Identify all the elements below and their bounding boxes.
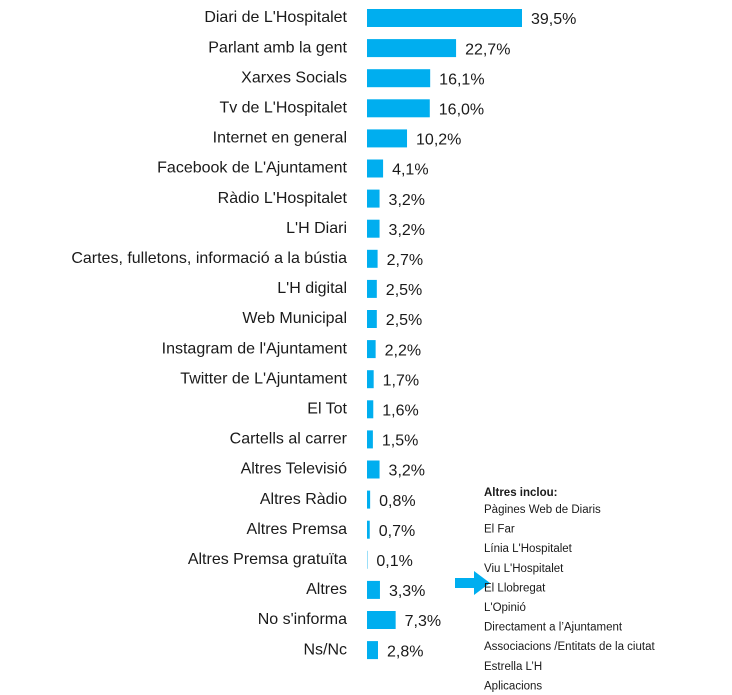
bar [367, 490, 371, 509]
value-label: 22,7% [465, 41, 510, 58]
value-label: 0,7% [379, 523, 415, 540]
bar [367, 39, 457, 58]
bar [367, 370, 374, 389]
bar [367, 580, 380, 599]
value-label: 7,3% [405, 613, 441, 630]
bar [367, 159, 384, 178]
value-label: 3,2% [389, 222, 425, 239]
bar [367, 400, 374, 419]
value-label: 3,2% [389, 192, 425, 209]
category-label: Cartes, fulletons, informació a la bústi… [71, 250, 347, 267]
value-label: 1,6% [382, 403, 418, 420]
value-label: 16,1% [439, 71, 484, 88]
note-item: Línia L'Hospitalet [484, 543, 573, 555]
bar [367, 9, 522, 27]
value-label: 16,0% [439, 102, 484, 119]
note-item: Viu L'Hospitalet [484, 563, 564, 575]
bar [367, 430, 373, 449]
value-label: 3,2% [389, 463, 425, 480]
category-label: El Tot [307, 401, 347, 418]
note-item: Pàgines Web de Diaris [484, 504, 601, 516]
value-label: 1,5% [382, 433, 418, 450]
category-label: Instagram de l'Ajuntament [162, 340, 348, 357]
value-label: 2,8% [387, 643, 423, 660]
bar [367, 249, 378, 268]
category-label: Altres Premsa gratuïta [188, 551, 347, 568]
value-label: 1,7% [383, 372, 419, 389]
value-label: 2,5% [386, 312, 422, 329]
bar [367, 279, 377, 298]
category-label: Tv de L'Hospitalet [219, 100, 347, 117]
bar [367, 641, 378, 660]
arrow [455, 571, 490, 595]
note-item: El Far [484, 524, 515, 536]
bar [367, 189, 380, 208]
category-label: Altres Ràdio [260, 491, 347, 508]
category-label: Altres Premsa [247, 521, 348, 538]
value-label: 39,5% [531, 11, 576, 28]
note-item: Estrella L’H [484, 661, 542, 673]
category-label: No s'informa [258, 611, 347, 628]
note-item: L'Opinió [484, 602, 526, 614]
value-label: 10,2% [416, 132, 461, 149]
category-label: Facebook de L'Ajuntament [157, 160, 347, 177]
bar [367, 129, 408, 148]
category-label: Web Municipal [242, 310, 347, 327]
bar [367, 219, 380, 238]
category-label: Diari de L'Hospitalet [204, 9, 347, 26]
category-label: L'H Diari [286, 220, 347, 237]
category-label: Cartells al carrer [230, 431, 348, 448]
category-label: Altres [306, 581, 347, 598]
note-title: Altres inclou: [484, 487, 557, 499]
category-label: Ns/Nc [303, 641, 347, 658]
value-label: 0,8% [379, 493, 415, 510]
note-item: Directament a l’Ajuntament [484, 622, 623, 634]
note-item: Associacions /Entitats de la ciutat [484, 641, 655, 653]
category-label: Twitter de L'Ajuntament [180, 370, 347, 387]
note-item: Aplicacions [484, 680, 542, 692]
value-label: 2,2% [385, 342, 421, 359]
category-label: Ràdio L'Hospitalet [218, 190, 348, 207]
bar [367, 310, 377, 328]
bar [367, 69, 431, 88]
value-label: 4,1% [392, 162, 428, 179]
value-label: 2,7% [387, 252, 423, 269]
bar [367, 99, 430, 118]
bar [367, 611, 396, 629]
bar [367, 520, 370, 539]
bar [367, 460, 380, 479]
value-label: 2,5% [386, 282, 422, 299]
category-label: Xarxes Socials [241, 69, 347, 86]
bar [367, 340, 376, 359]
category-label: Parlant amb la gent [208, 39, 347, 56]
value-label: 0,1% [376, 553, 412, 570]
category-label: Altres Televisió [241, 461, 348, 478]
note-item: El Llobregat [484, 582, 546, 594]
category-label: L'H digital [277, 280, 347, 297]
category-label: Internet en general [213, 130, 347, 147]
value-label: 3,3% [389, 583, 425, 600]
